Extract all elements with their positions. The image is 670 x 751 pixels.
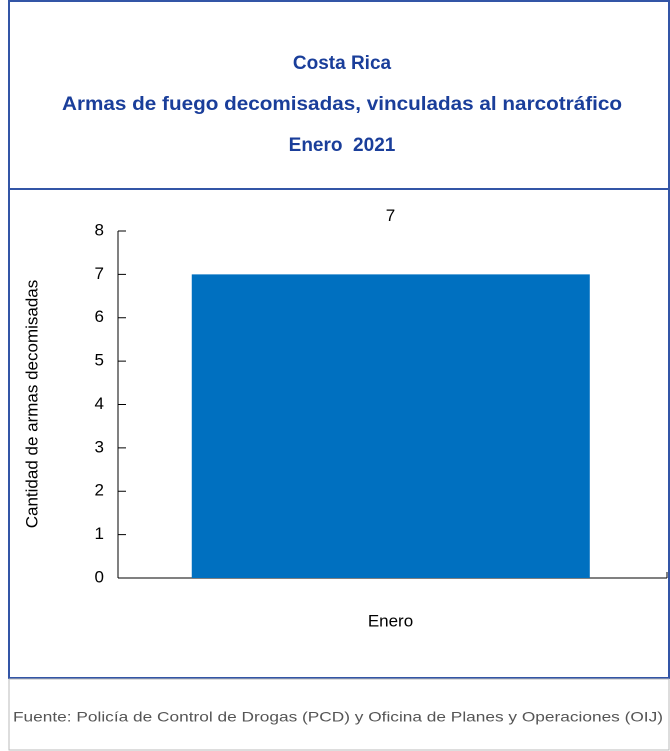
title-box — [8, 0, 670, 190]
y-tick-label: 0 — [95, 567, 104, 586]
y-tick-label: 1 — [95, 524, 104, 543]
x-tick-label: Enero — [368, 611, 413, 630]
y-tick-label: 3 — [95, 437, 104, 456]
source-box — [8, 678, 670, 751]
chart-subtitle: Armas de fuego decomisadas, vinculadas a… — [62, 94, 622, 115]
chart-title: Costa Rica — [293, 53, 392, 74]
y-tick-label: 8 — [95, 220, 104, 239]
y-tick-label: 5 — [95, 351, 104, 370]
y-tick-label: 7 — [95, 264, 104, 283]
value-label: 7 — [386, 206, 395, 225]
y-tick-label: 6 — [95, 307, 104, 326]
bar — [191, 274, 590, 578]
y-tick-label: 2 — [95, 481, 104, 500]
chart-period: Enero 2021 — [289, 135, 396, 156]
source: Fuente: Policía de Control de Drogas (PC… — [13, 709, 663, 725]
y-tick-label: 4 — [95, 394, 104, 413]
y-axis-label: Cantidad de armas decomisadas — [22, 280, 41, 529]
